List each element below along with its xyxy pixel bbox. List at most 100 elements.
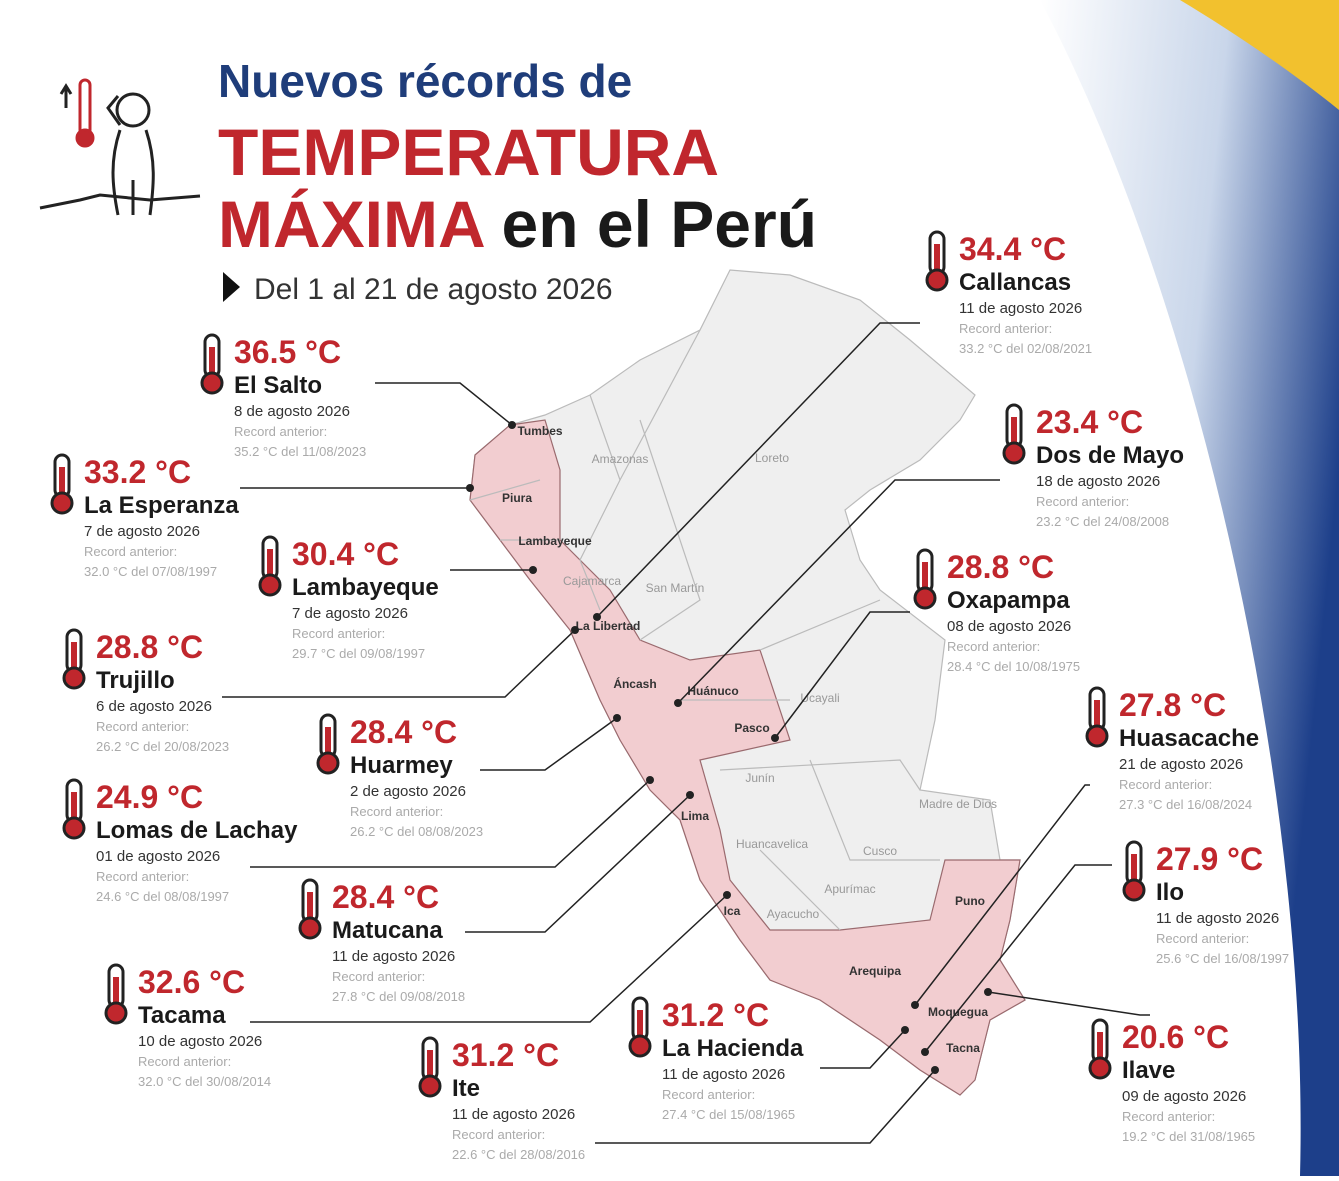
thermometer-fill (325, 727, 331, 761)
record-temperature: 30.4 °C (292, 536, 399, 572)
station-name: Lomas de Lachay (96, 817, 298, 844)
station-name: El Salto (234, 372, 322, 399)
record-temperature: 20.6 °C (1122, 1019, 1229, 1055)
thermometer-fill (1131, 854, 1137, 888)
station-dot (571, 626, 579, 634)
title-red: MÁXIMA (218, 187, 484, 261)
record-temperature: 27.9 °C (1156, 841, 1263, 877)
region-label: San Martín (646, 581, 705, 595)
thermometer-fill (113, 977, 119, 1011)
thermometer-fill (71, 792, 77, 826)
region-label: Loreto (755, 451, 789, 465)
region-label: Ucayali (800, 691, 839, 705)
thermometer-fill (1094, 700, 1100, 734)
previous-label: Record anterior: (1122, 1109, 1215, 1124)
record-temperature: 23.4 °C (1036, 404, 1143, 440)
record-date: 8 de agosto 2026 (234, 403, 350, 420)
person-icon (39, 78, 201, 216)
previous-record: 27.3 °C del 16/08/2024 (1119, 797, 1252, 812)
record-temperature: 34.4 °C (959, 231, 1066, 267)
previous-record: 35.2 °C del 11/08/2023 (234, 444, 366, 459)
record-date: 11 de agosto 2026 (662, 1066, 785, 1083)
leader-line (596, 322, 920, 618)
previous-record: 25.6 °C del 16/08/1997 (1156, 951, 1289, 966)
title-line2: TEMPERATURA (218, 115, 719, 189)
thermometer-bulb (628, 1034, 652, 1058)
region-label: Cusco (863, 844, 897, 858)
thermometer-fill (427, 1050, 433, 1084)
record-temperature: 32.6 °C (138, 964, 245, 1000)
thermometer-bulb (316, 751, 340, 775)
station-name: Huasacache (1119, 725, 1259, 752)
previous-record: 28.4 °C del 10/08/1975 (947, 659, 1080, 674)
region-label: La Libertad (576, 619, 641, 633)
title-line1: Nuevos récords de (218, 55, 632, 107)
station-dot (921, 1048, 929, 1056)
record-temperature: 28.8 °C (947, 549, 1054, 585)
leader-line (222, 629, 576, 698)
background-band (1040, 0, 1339, 1176)
title: Nuevos récords de TEMPERATURA MÁXIMA en … (218, 55, 817, 306)
previous-record: 32.0 °C del 07/08/1997 (84, 564, 217, 579)
record-temperature: 36.5 °C (234, 334, 341, 370)
record-temperature: 24.9 °C (96, 779, 203, 815)
station-name: La Esperanza (84, 492, 239, 519)
previous-label: Record anterior: (138, 1054, 231, 1069)
thermometer-bulb (1085, 724, 1109, 748)
previous-record: 27.4 °C del 15/08/1965 (662, 1107, 795, 1122)
previous-label: Record anterior: (947, 639, 1040, 654)
thermometer-bulb (1088, 1056, 1112, 1080)
region-borders (469, 329, 940, 931)
station-dot (984, 988, 992, 996)
region-label: Cajamarca (563, 574, 621, 588)
record-temperature: 28.4 °C (332, 879, 439, 915)
thermometer-fill (307, 892, 313, 926)
station-name: Ilave (1122, 1057, 1175, 1084)
station-dot (529, 566, 537, 574)
region-label: Huancavelica (736, 837, 808, 851)
record-date: 11 de agosto 2026 (332, 948, 455, 965)
station-dot (901, 1026, 909, 1034)
previous-label: Record anterior: (96, 869, 189, 884)
leader-line (375, 382, 513, 426)
record-date: 18 de agosto 2026 (1036, 473, 1160, 490)
thermometer-bulb (925, 268, 949, 292)
previous-label: Record anterior: (1156, 931, 1249, 946)
previous-label: Record anterior: (452, 1127, 545, 1142)
region-label: Ica (724, 904, 741, 918)
region-label: Áncash (613, 676, 656, 691)
leader-line (924, 864, 1112, 1053)
region-label: Lima (681, 809, 709, 823)
thermometer-fill (637, 1010, 643, 1044)
region-label: Huánuco (687, 684, 738, 698)
region-label: Tumbes (517, 424, 562, 438)
thermometer-bulb (62, 816, 86, 840)
leader-line (250, 894, 728, 1023)
record-temperature: 31.2 °C (452, 1037, 559, 1073)
leader-line (595, 1069, 936, 1144)
record-date: 7 de agosto 2026 (292, 605, 408, 622)
previous-record: 29.7 °C del 09/08/1997 (292, 646, 425, 661)
thermometer-fill (209, 347, 215, 381)
title-line3: MÁXIMA en el Perú (218, 187, 817, 261)
map (469, 269, 1026, 1096)
title-black: en el Perú (502, 187, 817, 261)
thermometer-bulb (298, 916, 322, 940)
station-name: Dos de Mayo (1036, 442, 1184, 469)
station-dot (593, 613, 601, 621)
thermometer-fill (267, 549, 273, 583)
leader-line (987, 991, 1150, 1016)
record-date: 09 de agosto 2026 (1122, 1088, 1246, 1105)
record-date: 01 de agosto 2026 (96, 848, 220, 865)
record-temperature: 28.8 °C (96, 629, 203, 665)
region-label: Puno (955, 894, 985, 908)
previous-label: Record anterior: (1119, 777, 1212, 792)
thermometer-fill (922, 562, 928, 596)
thermometer-fill (1011, 417, 1017, 451)
